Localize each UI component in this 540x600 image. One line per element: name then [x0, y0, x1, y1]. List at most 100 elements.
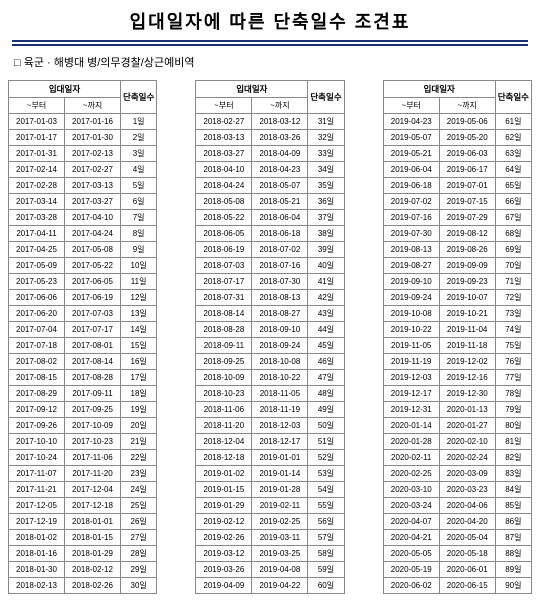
cell-to: 2019-04-22 [252, 578, 308, 594]
table-row: 2019-02-122019-02-2556일 [196, 514, 344, 530]
table-row: 2019-06-042019-06-1764일 [383, 162, 531, 178]
cell-days: 22일 [121, 450, 157, 466]
table-row: 2019-01-022019-01-1453일 [196, 466, 344, 482]
cell-from: 2017-01-17 [9, 130, 65, 146]
cell-from: 2019-06-04 [383, 162, 439, 178]
cell-days: 82일 [495, 450, 531, 466]
cell-from: 2017-11-21 [9, 482, 65, 498]
cell-from: 2017-06-06 [9, 290, 65, 306]
cell-days: 33일 [308, 146, 344, 162]
cell-to: 2020-01-27 [439, 418, 495, 434]
cell-days: 78일 [495, 386, 531, 402]
table-row: 2020-03-242020-04-0685일 [383, 498, 531, 514]
cell-to: 2019-01-14 [252, 466, 308, 482]
cell-from: 2018-10-23 [196, 386, 252, 402]
cell-from: 2020-05-05 [383, 546, 439, 562]
cell-days: 8일 [121, 226, 157, 242]
table-row: 2019-07-302019-08-1268일 [383, 226, 531, 242]
cell-from: 2019-04-09 [196, 578, 252, 594]
cell-days: 90일 [495, 578, 531, 594]
cell-days: 56일 [308, 514, 344, 530]
cell-to: 2019-07-29 [439, 210, 495, 226]
table-row: 2017-07-182017-08-0115일 [9, 338, 157, 354]
cell-to: 2020-01-13 [439, 402, 495, 418]
table-row: 2017-08-022017-08-1416일 [9, 354, 157, 370]
table-row: 2017-06-202017-07-0313일 [9, 306, 157, 322]
cell-to: 2018-09-24 [252, 338, 308, 354]
table-row: 2020-01-282020-02-1081일 [383, 434, 531, 450]
cell-days: 24일 [121, 482, 157, 498]
cell-from: 2017-12-19 [9, 514, 65, 530]
table-row: 2017-05-232017-06-0511일 [9, 274, 157, 290]
table-row: 2019-06-182019-07-0165일 [383, 178, 531, 194]
cell-days: 21일 [121, 434, 157, 450]
table-row: 2017-11-212017-12-0424일 [9, 482, 157, 498]
cell-to: 2017-08-14 [65, 354, 121, 370]
table-row: 2017-12-192018-01-0126일 [9, 514, 157, 530]
cell-to: 2017-01-30 [65, 130, 121, 146]
table-row: 2018-08-282018-09-1044일 [196, 322, 344, 338]
table-row: 2019-11-052019-11-1875일 [383, 338, 531, 354]
cell-to: 2017-03-27 [65, 194, 121, 210]
table-row: 2019-09-242019-10-0772일 [383, 290, 531, 306]
table-row: 2018-09-252018-10-0846일 [196, 354, 344, 370]
cell-from: 2019-06-18 [383, 178, 439, 194]
cell-to: 2018-11-19 [252, 402, 308, 418]
cell-from: 2018-03-27 [196, 146, 252, 162]
cell-days: 23일 [121, 466, 157, 482]
cell-to: 2017-08-01 [65, 338, 121, 354]
cell-to: 2019-01-01 [252, 450, 308, 466]
cell-from: 2020-06-02 [383, 578, 439, 594]
cell-days: 77일 [495, 370, 531, 386]
cell-days: 63일 [495, 146, 531, 162]
cell-to: 2020-03-23 [439, 482, 495, 498]
cell-days: 75일 [495, 338, 531, 354]
cell-days: 48일 [308, 386, 344, 402]
table-row: 2017-10-242017-11-0622일 [9, 450, 157, 466]
cell-to: 2017-06-05 [65, 274, 121, 290]
cell-days: 51일 [308, 434, 344, 450]
table-row: 2019-07-162019-07-2967일 [383, 210, 531, 226]
table-row: 2019-08-132019-08-2669일 [383, 242, 531, 258]
table-row: 2017-02-142017-02-274일 [9, 162, 157, 178]
cell-to: 2019-05-06 [439, 114, 495, 130]
cell-days: 28일 [121, 546, 157, 562]
table-row: 2017-08-152017-08-2817일 [9, 370, 157, 386]
cell-from: 2018-08-14 [196, 306, 252, 322]
cell-days: 72일 [495, 290, 531, 306]
cell-from: 2017-12-05 [9, 498, 65, 514]
table-row: 2017-01-312017-02-133일 [9, 146, 157, 162]
cell-days: 62일 [495, 130, 531, 146]
cell-to: 2017-03-13 [65, 178, 121, 194]
cell-from: 2017-08-15 [9, 370, 65, 386]
cell-days: 73일 [495, 306, 531, 322]
col-from: ~부터 [196, 98, 252, 114]
cell-from: 2017-07-18 [9, 338, 65, 354]
cell-from: 2018-09-25 [196, 354, 252, 370]
cell-to: 2019-03-11 [252, 530, 308, 546]
cell-days: 44일 [308, 322, 344, 338]
cell-days: 32일 [308, 130, 344, 146]
cell-from: 2017-08-29 [9, 386, 65, 402]
cell-from: 2019-09-10 [383, 274, 439, 290]
cell-days: 36일 [308, 194, 344, 210]
cell-days: 25일 [121, 498, 157, 514]
table-row: 2017-01-172017-01-302일 [9, 130, 157, 146]
cell-days: 84일 [495, 482, 531, 498]
table-row: 2020-02-112020-02-2482일 [383, 450, 531, 466]
cell-to: 2020-02-10 [439, 434, 495, 450]
col-enlist-date: 입대일자 [196, 81, 308, 98]
table-row: 2020-06-022020-06-1590일 [383, 578, 531, 594]
cell-to: 2017-02-13 [65, 146, 121, 162]
cell-from: 2018-04-10 [196, 162, 252, 178]
table-row: 2019-12-032019-12-1677일 [383, 370, 531, 386]
cell-to: 2018-09-10 [252, 322, 308, 338]
cell-from: 2020-03-24 [383, 498, 439, 514]
table-row: 2019-07-022019-07-1566일 [383, 194, 531, 210]
table-row: 2017-01-032017-01-161일 [9, 114, 157, 130]
cell-days: 64일 [495, 162, 531, 178]
table-row: 2018-04-242018-05-0735일 [196, 178, 344, 194]
cell-from: 2017-01-03 [9, 114, 65, 130]
cell-from: 2019-04-23 [383, 114, 439, 130]
cell-days: 31일 [308, 114, 344, 130]
